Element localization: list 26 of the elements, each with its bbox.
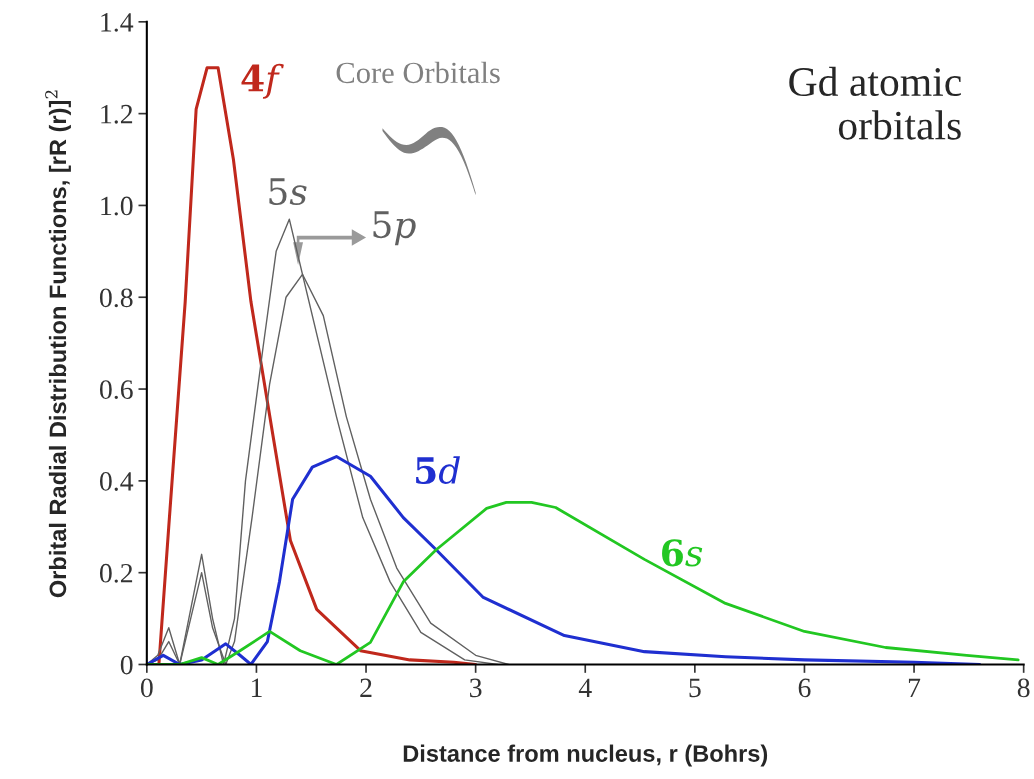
- series-label: 5s: [269, 178, 307, 206]
- x-tick-label: 8: [1017, 678, 1030, 698]
- y-tick-label: 0.8: [99, 288, 133, 308]
- series-label: 6s: [662, 539, 703, 567]
- y-tick-label: 0.6: [99, 380, 133, 400]
- y-tick-label: 0.4: [99, 472, 134, 491]
- x-tick-label: 6: [798, 678, 811, 698]
- text: 5p: [373, 211, 416, 246]
- y-tick-label: 0: [120, 655, 133, 675]
- annotation: Core Orbitals: [336, 61, 500, 84]
- y-tick-label: 1.0: [101, 196, 133, 216]
- text: Gd atomic orbitals: [789, 66, 961, 140]
- x-tick-label: 4: [578, 678, 592, 697]
- y-tick-label: 1.4: [101, 13, 134, 32]
- series-label: 5d: [416, 456, 460, 485]
- x-tick-label: 7: [908, 678, 921, 697]
- x-tick-label: 5: [689, 678, 701, 698]
- series-label: 4f: [241, 63, 284, 99]
- x-axis-title: Distance from nucleus, r (Bohrs): [403, 744, 768, 767]
- y-tick-label: 1.2: [101, 104, 133, 124]
- x-tick-label: 0: [140, 678, 153, 698]
- x-tick-label: 3: [470, 678, 482, 698]
- x-tick-label: 2: [360, 678, 372, 697]
- y-axis-title: Orbital Radial Distribution Functions, [rR (r)]$^{2}$: [45, 90, 71, 598]
- y-tick-label: 0.2: [99, 563, 133, 583]
- x-tick-label: 1: [251, 678, 262, 697]
